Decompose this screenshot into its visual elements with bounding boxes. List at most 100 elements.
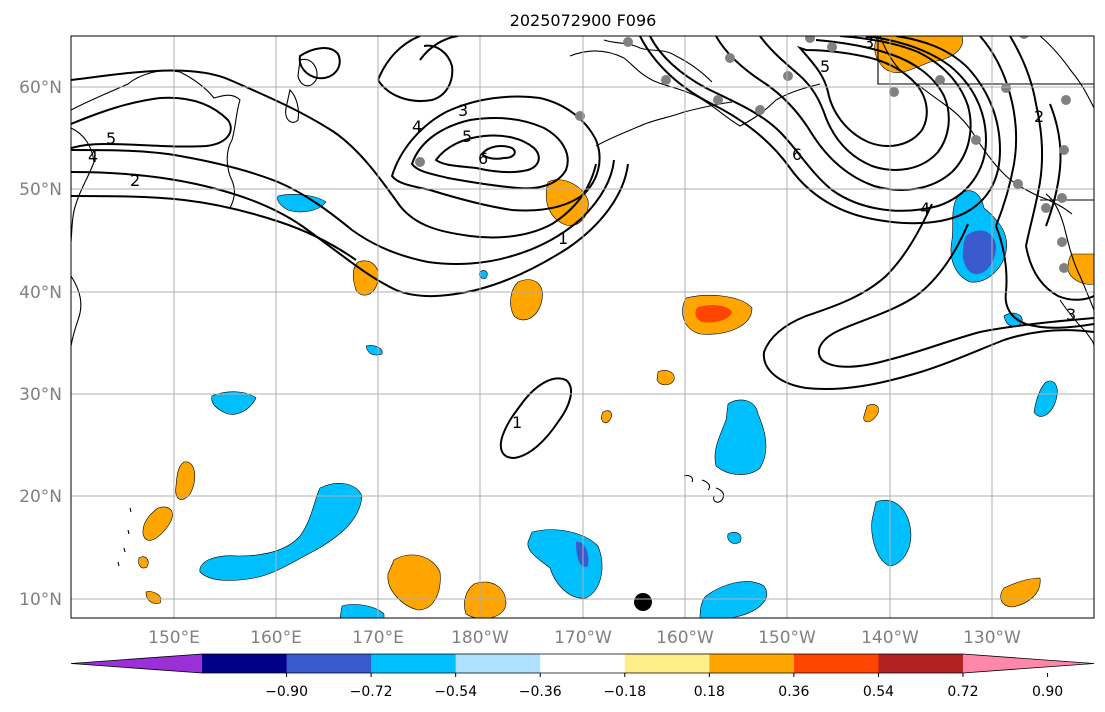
colorbar-tick-label: 0.72 bbox=[947, 684, 978, 700]
contour-label: 1 bbox=[512, 413, 522, 432]
negative-anomaly-region bbox=[714, 399, 767, 475]
colorbar-segment bbox=[455, 654, 541, 673]
colorbar-segment bbox=[878, 654, 964, 673]
station-marker bbox=[713, 95, 723, 105]
colorbar-segment bbox=[709, 654, 795, 673]
colorbar-extend-high bbox=[963, 654, 1094, 673]
contour-label: 2 bbox=[130, 171, 140, 190]
contour-label: 3 bbox=[864, 33, 874, 52]
colorbar-segment bbox=[793, 654, 879, 673]
colorbar-outline bbox=[70, 653, 1095, 674]
lon-label: 160°E bbox=[250, 628, 302, 648]
lon-label: 140°W bbox=[861, 628, 919, 648]
lon-label: 180°W bbox=[451, 628, 509, 648]
station-marker bbox=[1001, 83, 1011, 93]
station-marker bbox=[935, 75, 945, 85]
station-marker bbox=[1057, 193, 1067, 203]
contour-label: 2 bbox=[1034, 107, 1044, 126]
station-marker bbox=[1013, 179, 1023, 189]
positive-anomaly-region bbox=[138, 556, 149, 569]
lat-label: 40°N bbox=[19, 283, 62, 303]
positive-anomaly-region bbox=[1067, 253, 1094, 285]
longitude-labels: 150°E 160°E 170°E 180°W 170°W 160°W 150°… bbox=[148, 628, 1021, 648]
negative-anomaly-region bbox=[339, 604, 385, 618]
negative-anomaly-region bbox=[527, 529, 603, 599]
lon-label: 150°E bbox=[148, 628, 200, 648]
lon-label: 160°W bbox=[656, 628, 714, 648]
positive-anomaly-strong bbox=[695, 304, 732, 323]
station-marker bbox=[1059, 145, 1069, 155]
graticule bbox=[71, 36, 1094, 618]
lat-label: 20°N bbox=[19, 487, 62, 507]
contour-label: 5 bbox=[106, 129, 116, 148]
station-marker bbox=[623, 37, 633, 47]
colorbar-tick-label: −0.36 bbox=[519, 684, 562, 700]
contour-label: 4 bbox=[920, 199, 930, 218]
colorbar-segment bbox=[202, 654, 288, 673]
station-marker bbox=[889, 87, 899, 97]
station-marker bbox=[755, 105, 765, 115]
contour-label: 6 bbox=[792, 145, 802, 164]
station-marker bbox=[1041, 203, 1051, 213]
positive-anomaly-region bbox=[175, 461, 196, 500]
positive-anomaly-region bbox=[510, 279, 543, 321]
colorbar-segment bbox=[624, 654, 710, 673]
positive-anomaly-region bbox=[387, 554, 441, 611]
negative-anomaly-region bbox=[199, 483, 363, 581]
latitude-labels: 60°N 50°N 40°N 30°N 20°N 10°N bbox=[19, 78, 62, 610]
station-markers bbox=[415, 36, 1071, 273]
storm-position-marker bbox=[634, 593, 652, 611]
negative-anomaly-strong bbox=[962, 230, 996, 275]
negative-anomaly-region bbox=[1033, 380, 1058, 417]
lat-label: 10°N bbox=[19, 590, 62, 610]
station-marker bbox=[971, 135, 981, 145]
station-marker bbox=[1019, 36, 1029, 39]
station-marker bbox=[827, 42, 837, 52]
station-marker bbox=[1061, 95, 1071, 105]
positive-anomaly-region bbox=[863, 404, 879, 423]
lat-label: 60°N bbox=[19, 78, 62, 98]
colorbar-tick-label: −0.54 bbox=[434, 684, 477, 700]
contour-labels: 5 4 2 3 4 5 6 1 3 5 6 4 2 3 1 bbox=[88, 33, 1076, 432]
positive-anomaly-region bbox=[142, 506, 173, 541]
lon-label: 170°W bbox=[554, 628, 612, 648]
lat-label: 30°N bbox=[19, 385, 62, 405]
contour-label: 3 bbox=[1066, 305, 1076, 324]
contour-label: 5 bbox=[462, 127, 472, 146]
negative-anomaly-region bbox=[365, 345, 383, 356]
contour-label: 3 bbox=[458, 101, 468, 120]
negative-anomaly-strong bbox=[576, 541, 589, 567]
positive-anomaly-region bbox=[352, 260, 379, 296]
station-marker bbox=[661, 75, 671, 85]
lon-label: 130°W bbox=[963, 628, 1021, 648]
colorbar-tick-label: −0.90 bbox=[265, 684, 308, 700]
colorbar-segment bbox=[286, 654, 372, 673]
negative-anomaly-region bbox=[277, 194, 327, 213]
station-marker bbox=[805, 36, 815, 43]
lat-label: 50°N bbox=[19, 180, 62, 200]
negative-anomaly-region bbox=[699, 581, 768, 618]
colorbar-tick-label: 0.54 bbox=[863, 684, 894, 700]
positive-anomaly-region bbox=[145, 591, 162, 604]
lon-label: 170°E bbox=[352, 628, 404, 648]
station-marker bbox=[1057, 237, 1067, 247]
positive-anomaly-region bbox=[656, 370, 675, 386]
station-marker bbox=[783, 71, 793, 81]
contour-label: 4 bbox=[412, 117, 422, 136]
contour-label: 1 bbox=[558, 229, 568, 248]
lon-label: 150°W bbox=[758, 628, 816, 648]
positive-anomaly-region bbox=[464, 581, 507, 618]
positive-anomaly-region bbox=[601, 410, 612, 424]
contour-label: 4 bbox=[88, 147, 98, 166]
colorbar-tick-label: 0.90 bbox=[1032, 684, 1063, 700]
negative-anomaly-region bbox=[479, 270, 488, 279]
negative-anomaly-region bbox=[727, 532, 742, 544]
station-marker bbox=[415, 157, 425, 167]
colorbar-extend-low bbox=[71, 654, 202, 673]
colorbar-tick-label: 0.18 bbox=[694, 684, 725, 700]
positive-anomaly-region bbox=[1000, 577, 1041, 608]
contour-label: 6 bbox=[478, 149, 488, 168]
station-marker bbox=[725, 53, 735, 63]
plot-frame bbox=[70, 35, 1095, 619]
